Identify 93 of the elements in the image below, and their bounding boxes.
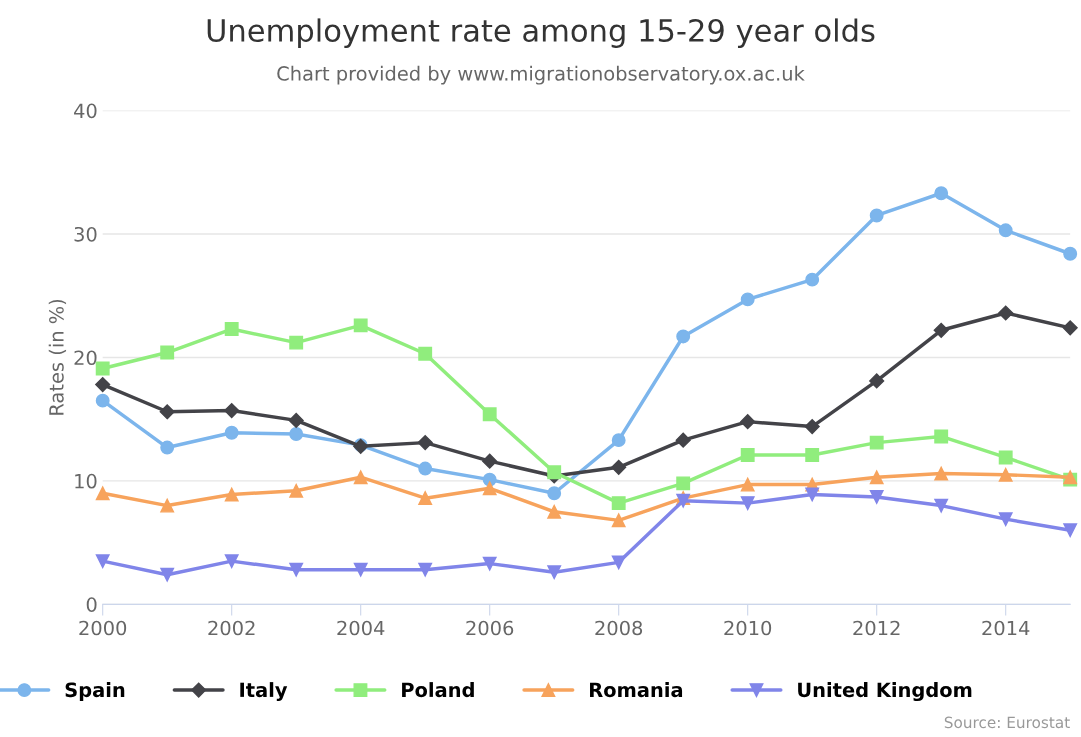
- point: [160, 498, 175, 513]
- y-tick-label: 20: [74, 350, 97, 366]
- legend-label: Italy: [240, 682, 288, 702]
- point: [869, 435, 884, 450]
- point: [676, 329, 691, 344]
- point: [353, 562, 368, 577]
- chart-subtitle: Chart provided by www.migrationobservatory.ox.ac.uk: [277, 65, 805, 85]
- point: [224, 425, 239, 440]
- point: [1063, 246, 1078, 261]
- point: [95, 486, 110, 501]
- point: [805, 487, 820, 502]
- point: [934, 429, 949, 444]
- point: [159, 404, 175, 420]
- point: [417, 435, 433, 451]
- point: [740, 414, 756, 430]
- point: [998, 305, 1014, 321]
- point: [95, 554, 110, 569]
- point: [547, 504, 562, 519]
- point: [418, 346, 433, 361]
- point: [547, 465, 562, 480]
- point: [160, 567, 175, 582]
- point: [418, 562, 433, 577]
- point: [224, 487, 239, 502]
- point: [289, 483, 304, 498]
- point: [998, 467, 1013, 482]
- point: [933, 322, 949, 338]
- point: [611, 513, 626, 528]
- point: [547, 486, 562, 501]
- point: [353, 470, 368, 485]
- point: [224, 554, 239, 569]
- point: [547, 565, 562, 580]
- y-tick-label: 40: [74, 103, 97, 119]
- y-tick-label: 30: [74, 226, 97, 242]
- point: [998, 450, 1013, 465]
- x-tick-label: 2008: [595, 620, 643, 636]
- point: [934, 466, 949, 481]
- point: [869, 489, 884, 504]
- point: [418, 491, 433, 506]
- x-tick-label: 2012: [853, 620, 900, 636]
- point: [482, 453, 498, 469]
- point: [869, 470, 884, 485]
- point: [1063, 523, 1078, 538]
- x-tick-label: 2002: [208, 620, 255, 636]
- source-note: Source: Eurostat: [944, 716, 1070, 729]
- point: [675, 432, 691, 448]
- point: [418, 461, 433, 476]
- x-tick-label: 2010: [724, 620, 772, 636]
- point: [805, 448, 820, 462]
- legend-label: Romania: [590, 682, 683, 698]
- y-axis-title: Rates (in %): [48, 299, 67, 415]
- point: [934, 498, 949, 513]
- point: [224, 322, 239, 336]
- point: [805, 272, 820, 287]
- x-tick-label: 2006: [466, 620, 514, 636]
- point: [934, 186, 949, 201]
- point: [289, 562, 304, 577]
- legend-label: Spain: [65, 682, 125, 701]
- point: [611, 496, 626, 511]
- point: [804, 419, 820, 435]
- point: [611, 433, 626, 448]
- point: [95, 377, 111, 393]
- x-tick-label: 2000: [79, 620, 127, 636]
- chart-title: Unemployment rate among 15-29 year olds: [207, 18, 875, 48]
- point: [482, 407, 497, 422]
- point: [998, 223, 1013, 238]
- y-tick-label: 10: [75, 473, 97, 489]
- legend-label: Poland: [402, 682, 474, 698]
- point: [1062, 320, 1078, 336]
- point: [95, 361, 110, 376]
- point: [611, 459, 627, 475]
- point: [160, 440, 175, 455]
- point: [289, 335, 304, 350]
- point: [289, 427, 304, 441]
- legend-label: United Kingdom: [798, 682, 972, 702]
- point: [611, 555, 626, 570]
- point: [676, 476, 691, 491]
- point: [740, 477, 755, 492]
- point: [740, 496, 755, 511]
- point: [353, 318, 368, 333]
- point: [160, 345, 175, 360]
- x-tick-label: 2004: [337, 620, 385, 636]
- point: [288, 412, 304, 428]
- x-tick-label: 2014: [982, 620, 1030, 636]
- point: [869, 373, 885, 389]
- point: [224, 402, 240, 419]
- y-tick-label: 0: [86, 597, 97, 612]
- point: [740, 448, 755, 462]
- point: [482, 481, 497, 496]
- point: [998, 512, 1013, 527]
- point: [482, 556, 497, 571]
- point: [740, 292, 755, 307]
- point: [95, 393, 110, 408]
- point: [869, 208, 884, 223]
